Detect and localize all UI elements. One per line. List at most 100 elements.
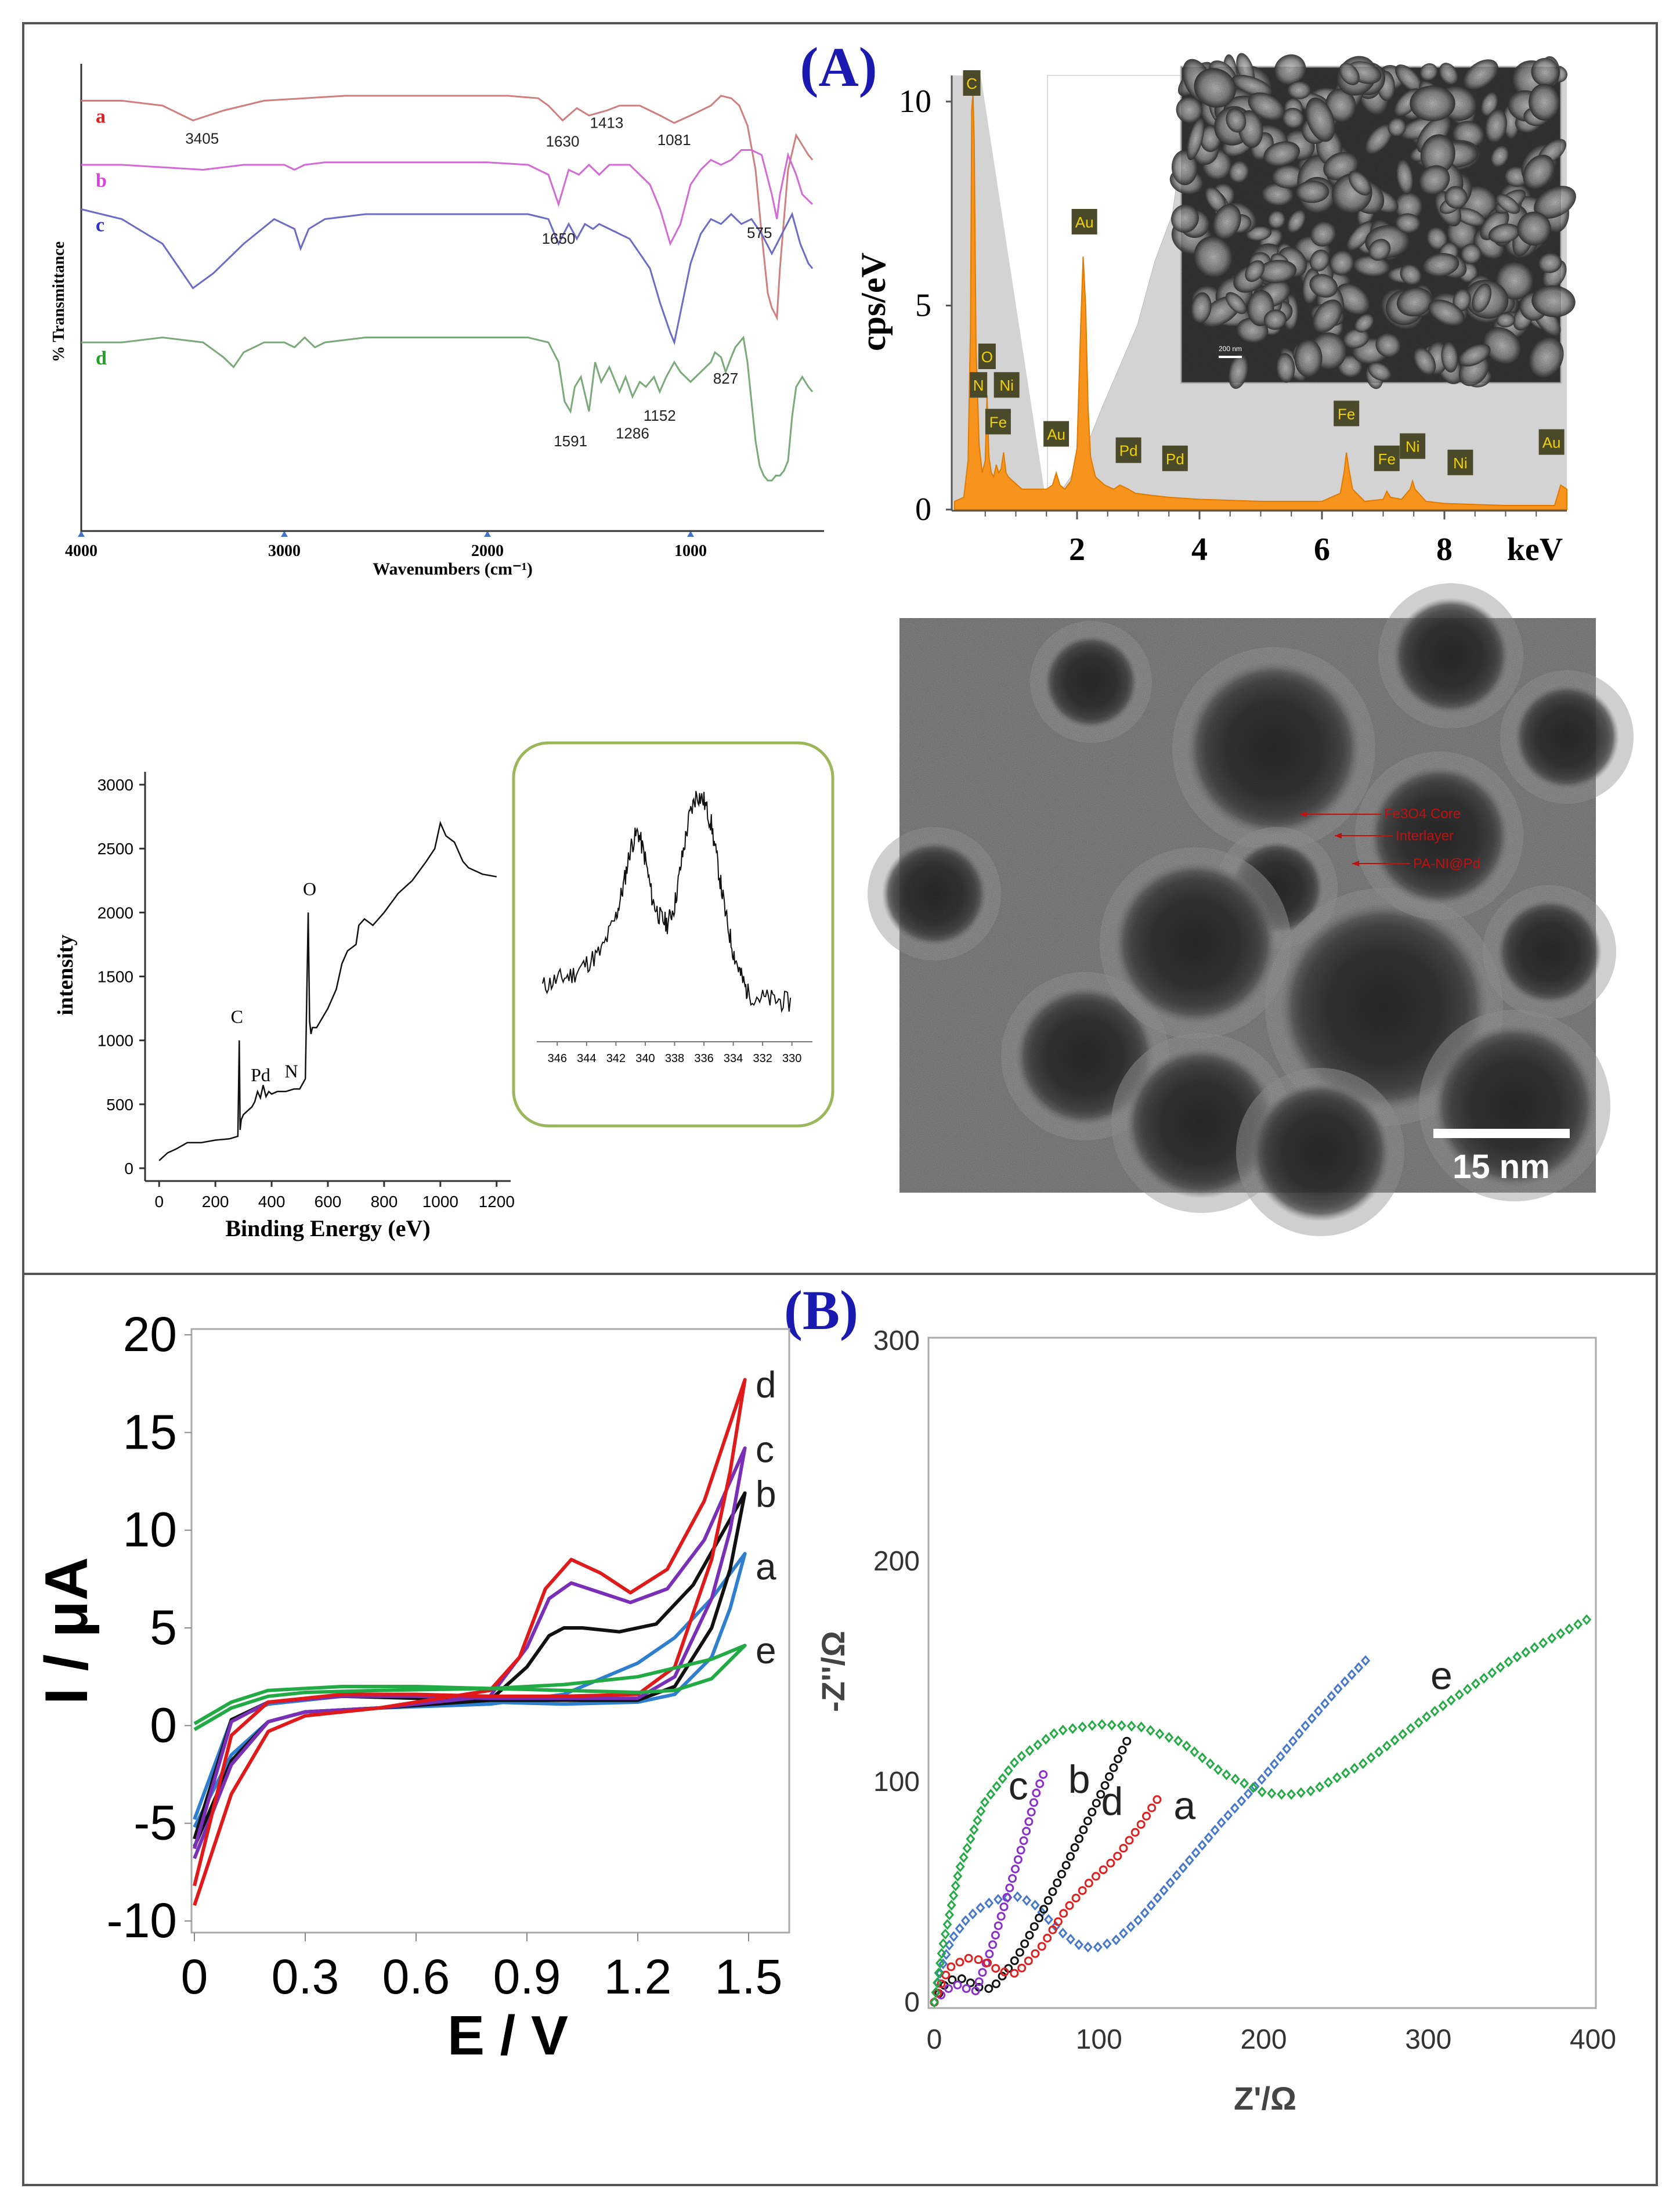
cv-series-e-label: e xyxy=(756,1630,776,1671)
eis-point xyxy=(999,1902,1009,1912)
eis-point xyxy=(1257,1774,1267,1785)
eis-point xyxy=(1530,1642,1540,1653)
eis-point xyxy=(1446,1695,1456,1706)
eis-point xyxy=(974,1955,983,1965)
eis-point xyxy=(1088,1720,1097,1731)
ftir-x-tick-label: 2000 xyxy=(471,542,504,560)
eis-point xyxy=(1075,1834,1083,1843)
sem-inset-image: 200 nm xyxy=(1169,53,1576,389)
eis-point xyxy=(937,1948,946,1959)
ftir-peak-annotation: 827 xyxy=(713,370,738,387)
cv-y-tick-label: 10 xyxy=(123,1503,177,1557)
xps-peak-label: O xyxy=(303,878,316,899)
eis-point xyxy=(1462,1684,1472,1695)
eis-point xyxy=(966,1833,976,1844)
eis-point xyxy=(1313,1705,1323,1717)
eis-point xyxy=(1024,1956,1033,1966)
eis-point xyxy=(1366,1752,1376,1764)
edx-peak-label-box xyxy=(1115,437,1141,463)
ftir-peak-annotation: 1413 xyxy=(590,114,624,132)
eis-point xyxy=(1205,1758,1215,1770)
eis-point xyxy=(1197,1840,1207,1851)
eis-point xyxy=(1263,1766,1273,1778)
eis-point xyxy=(978,1968,987,1977)
eis-point xyxy=(941,1970,951,1980)
edx-peak-label: Fe xyxy=(1378,450,1396,468)
edx-peak-label: Ni xyxy=(1453,454,1468,472)
eis-point xyxy=(1556,1628,1566,1640)
eis-point xyxy=(1117,1720,1126,1731)
ftir-peak-annotation: 1152 xyxy=(644,407,676,424)
ftir-x-tick-marker xyxy=(281,531,288,537)
cv-y-tick-label: 0 xyxy=(150,1698,177,1752)
xps-y-tick-label: 500 xyxy=(106,1096,133,1114)
ftir-peak-annotation: 575 xyxy=(747,224,772,241)
eis-point xyxy=(1223,1810,1233,1821)
xps-x-tick-label: 600 xyxy=(315,1193,342,1211)
eis-point xyxy=(1043,1934,1052,1942)
eis-point xyxy=(949,1890,959,1901)
eis-point xyxy=(1058,1724,1068,1736)
eis-x-tick-label: 200 xyxy=(1240,2024,1287,2055)
eis-point xyxy=(1382,1740,1392,1752)
eis-point xyxy=(1547,1633,1557,1644)
eis-point xyxy=(1043,1914,1053,1925)
eis-point xyxy=(1287,1789,1296,1800)
eis-point xyxy=(1035,1779,1045,1788)
eis-point xyxy=(986,1789,996,1800)
cv-x-tick-label: 1.5 xyxy=(715,1949,783,2004)
ftir-x-tick-marker xyxy=(78,531,85,537)
eis-point xyxy=(1267,1788,1277,1799)
eis-point xyxy=(1059,1909,1068,1918)
eis-point xyxy=(1565,1623,1574,1635)
eis-point xyxy=(1043,1896,1053,1905)
ftir-x-tick-marker xyxy=(687,531,694,537)
eis-point xyxy=(1248,1782,1258,1793)
tem-scale-text: 15 nm xyxy=(1453,1148,1550,1186)
edx-peak-label-box xyxy=(1400,433,1426,459)
ftir-x-tick-label: 1000 xyxy=(674,542,707,560)
eis-series-e xyxy=(930,1614,1592,2008)
ftir-series-d-label: d xyxy=(96,348,107,369)
ftir-series-a-line xyxy=(81,95,814,322)
cv-series-d-line xyxy=(193,1378,747,1906)
eis-point xyxy=(1182,1740,1191,1752)
xps-chart: 0 200 400 600 800 1000 1200 0 500 1000 1500 2000 250… xyxy=(53,772,515,1241)
eis-point xyxy=(1315,1781,1325,1793)
eis-point xyxy=(1222,1769,1231,1781)
edx-peak-label-box xyxy=(1447,449,1473,475)
eis-point xyxy=(968,1908,978,1920)
eis-series-b-label: b xyxy=(1068,1757,1090,1801)
eis-point xyxy=(1003,1765,1013,1776)
xps-x-tick-label: 200 xyxy=(202,1193,229,1211)
xps-x-tick-label: 1200 xyxy=(479,1193,515,1211)
eis-point xyxy=(1358,1758,1368,1770)
eis-point xyxy=(938,1938,948,1949)
eis-point xyxy=(1010,1956,1019,1965)
tem-image: Fe3O4 Core Interlayer PA-NI@Pd 15 nm xyxy=(868,583,1634,1236)
eis-point xyxy=(1178,1862,1188,1873)
eis-point xyxy=(992,1979,1000,1988)
eis-point xyxy=(1009,1757,1019,1768)
edx-x-tick-label: 6 xyxy=(1314,532,1330,568)
eis-point xyxy=(957,1974,966,1983)
edx-x-tick-label: 4 xyxy=(1191,532,1208,568)
xps-peak-label: N xyxy=(285,1060,298,1081)
panel-b-label: (B) xyxy=(784,1279,858,1341)
eis-point xyxy=(1037,1942,1046,1951)
xps-peak-label: Pd xyxy=(251,1064,270,1085)
eis-point xyxy=(1032,1788,1041,1797)
eis-point xyxy=(935,1958,945,1969)
eis-point xyxy=(953,1870,963,1882)
cv-x-tick-label: 0.9 xyxy=(493,1949,561,2004)
eis-point xyxy=(949,1931,959,1942)
xps-x-tick-label: 800 xyxy=(371,1193,398,1211)
eis-point xyxy=(1374,1746,1384,1757)
edx-peak-label-box xyxy=(985,409,1011,435)
edx-peak-label-box xyxy=(1043,421,1070,447)
eis-point xyxy=(938,1958,948,1970)
xps-x-label: Binding Energy (eV) xyxy=(225,1215,430,1241)
eis-point xyxy=(935,1967,945,1979)
eis-x-tick-label: 300 xyxy=(1405,2024,1451,2055)
